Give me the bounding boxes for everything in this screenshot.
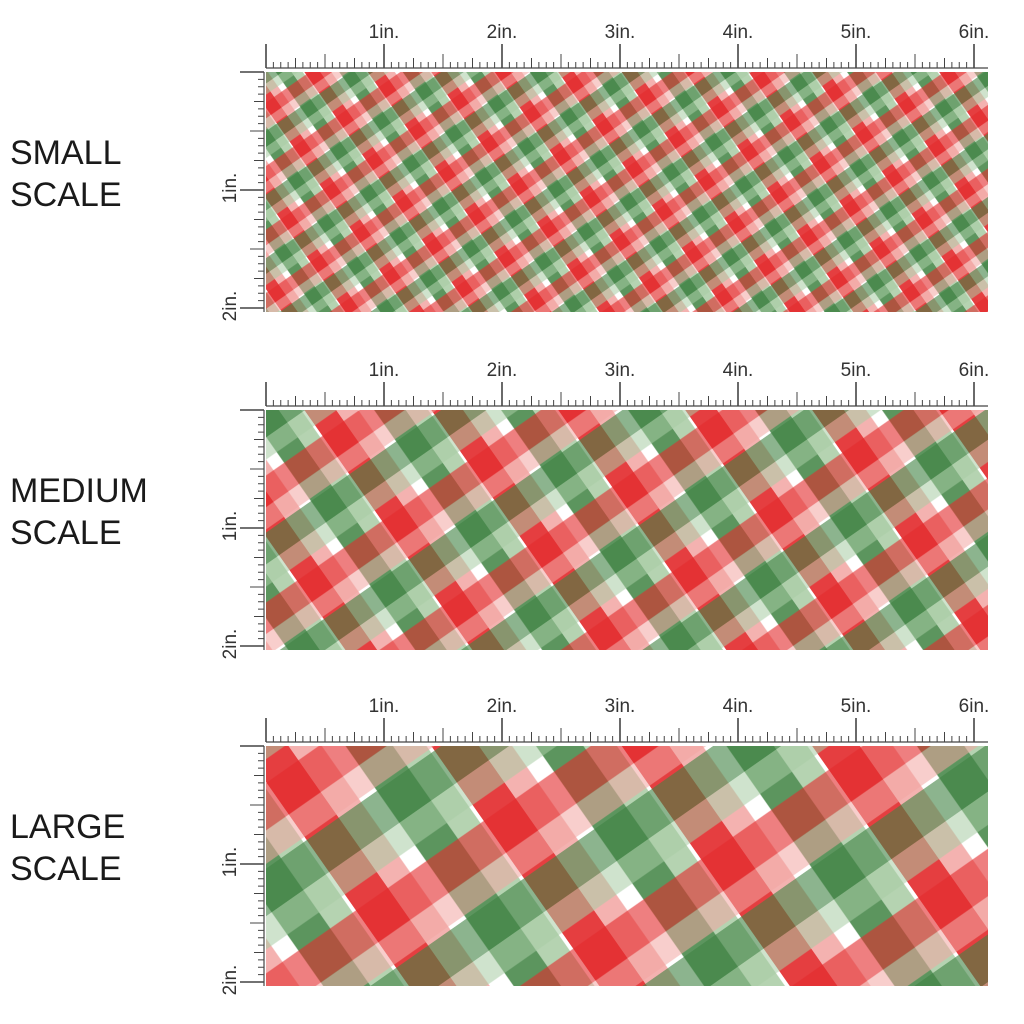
- top-ruler-label: 2in.: [487, 22, 518, 43]
- side-ruler-label: 2in.: [220, 291, 241, 322]
- fabric-swatch-large: [266, 746, 988, 986]
- top-ruler-label: 3in.: [605, 696, 636, 717]
- fabric-panel-medium: 1in. 2in. 3in. 4in. 5in. 6in. 1in. 2in.: [220, 360, 990, 660]
- top-ruler-label: 5in.: [841, 360, 872, 381]
- side-ruler-label: 1in.: [220, 173, 241, 204]
- top-ruler-label: 2in.: [487, 360, 518, 381]
- fabric-panel-large: 1in. 2in. 3in. 4in. 5in. 6in. 1in. 2in.: [220, 696, 990, 996]
- scale-label-line2: SCALE: [10, 176, 122, 214]
- side-ruler-label: 1in.: [220, 511, 241, 542]
- side-ruler: 1in. 2in.: [220, 71, 265, 322]
- top-ruler-label: 4in.: [723, 696, 754, 717]
- top-ruler-label: 3in.: [605, 22, 636, 43]
- top-ruler-label: 4in.: [723, 360, 754, 381]
- top-ruler-label: 5in.: [841, 22, 872, 43]
- top-ruler-label: 6in.: [959, 696, 990, 717]
- side-ruler-label: 1in.: [220, 847, 241, 878]
- side-ruler-label: 2in.: [220, 965, 241, 996]
- fabric-panel-small: 1in. 2in. 3in. 4in. 5in. 6in. 1in. 2in.: [220, 22, 990, 322]
- scale-label-large: LARGE SCALE: [10, 806, 210, 890]
- scale-label-line1: SMALL: [10, 134, 122, 172]
- side-ruler-label: 2in.: [220, 629, 241, 660]
- side-ruler: 1in. 2in.: [220, 409, 265, 660]
- side-ruler: 1in. 2in.: [220, 745, 265, 996]
- top-ruler-label: 6in.: [959, 360, 990, 381]
- top-ruler-label: 1in.: [369, 22, 400, 43]
- top-ruler-label: 6in.: [959, 22, 990, 43]
- top-ruler: 1in. 2in. 3in. 4in. 5in. 6in.: [265, 22, 990, 69]
- scale-label-line2: SCALE: [10, 850, 122, 888]
- fabric-swatch-medium: [266, 410, 988, 650]
- top-ruler-label: 2in.: [487, 696, 518, 717]
- scale-label-line1: LARGE: [10, 808, 126, 846]
- top-ruler-label: 1in.: [369, 360, 400, 381]
- top-ruler: 1in. 2in. 3in. 4in. 5in. 6in.: [265, 696, 990, 743]
- top-ruler-label: 5in.: [841, 696, 872, 717]
- fabric-swatch-small: [266, 72, 988, 312]
- top-ruler-label: 4in.: [723, 22, 754, 43]
- scale-label-small: SMALL SCALE: [10, 132, 210, 216]
- top-ruler-label: 3in.: [605, 360, 636, 381]
- top-ruler-label: 1in.: [369, 696, 400, 717]
- scale-label-line2: SCALE: [10, 514, 122, 552]
- scale-label-line1: MEDIUM: [10, 472, 148, 510]
- top-ruler: 1in. 2in. 3in. 4in. 5in. 6in.: [265, 360, 990, 407]
- scale-label-medium: MEDIUM SCALE: [10, 470, 210, 554]
